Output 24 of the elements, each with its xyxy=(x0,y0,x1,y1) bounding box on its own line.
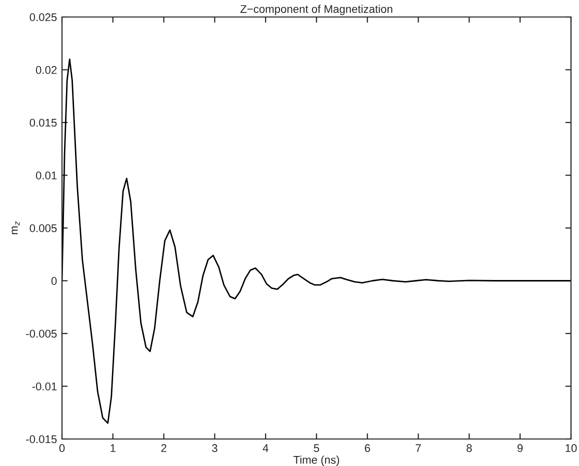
y-tick-label: 0.015 xyxy=(30,118,57,127)
x-tick-label: 8 xyxy=(466,444,472,452)
chart-title: Z−component of Magnetization xyxy=(240,4,392,16)
x-axis-title: Time (ns) xyxy=(294,456,340,466)
x-tick-label: 3 xyxy=(212,444,218,452)
y-tick-label: 0.005 xyxy=(30,224,57,232)
y-axis-title: m$_{z}$ xyxy=(12,221,20,234)
x-tick-label: 1 xyxy=(110,444,116,452)
y-tick-label: -0.005 xyxy=(26,330,57,338)
line-series xyxy=(62,58,571,424)
y-tick-label: 0 xyxy=(51,277,57,285)
y-tick-label: 0.01 xyxy=(36,172,57,180)
y-tick-label: 0.02 xyxy=(36,66,57,74)
x-tick-label: 7 xyxy=(416,444,421,452)
x-tick-label: 4 xyxy=(262,444,268,452)
y-tick-label: 0.025 xyxy=(30,13,57,22)
x-tick-label: 6 xyxy=(364,444,370,452)
x-tick-label: 10 xyxy=(566,444,577,452)
y-tick-label: -0.01 xyxy=(32,382,57,390)
x-tick-label: 2 xyxy=(161,444,166,452)
x-tick-label: 9 xyxy=(518,444,523,452)
x-tick-label: 0 xyxy=(59,444,65,452)
x-tick-label: 5 xyxy=(314,444,320,452)
y-tick-label: -0.015 xyxy=(26,435,57,444)
